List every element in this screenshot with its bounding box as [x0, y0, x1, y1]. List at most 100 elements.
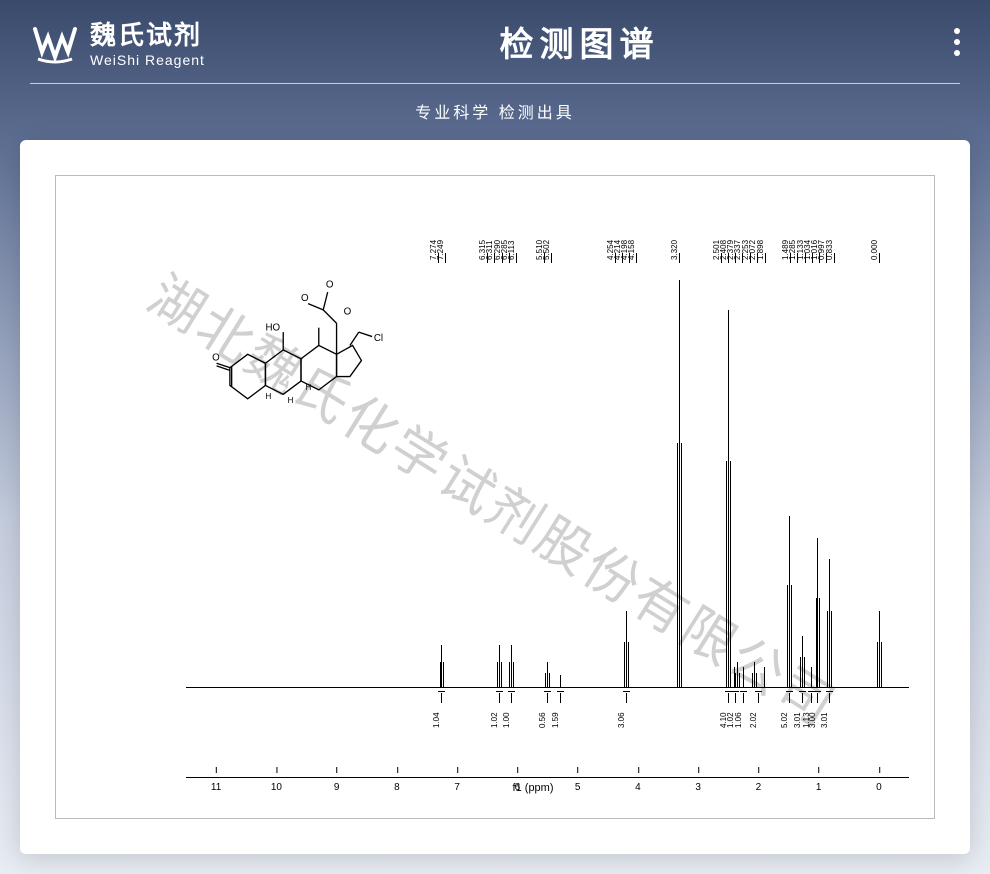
nmr-peak [440, 662, 441, 688]
integral-tick [802, 693, 803, 703]
peak-label-tick [765, 253, 766, 263]
x-axis-label: f1 (ppm) [513, 782, 554, 794]
logo-text-en: WeiShi Reagent [90, 52, 205, 68]
integral-label: 3.01 [820, 712, 829, 728]
integral-tick [735, 693, 736, 703]
integral-tick [811, 693, 812, 703]
integral-label: 5.02 [780, 712, 789, 728]
x-tick: 4 [635, 782, 641, 793]
x-tick: 1 [816, 782, 822, 793]
integral-label: 3.01 [793, 712, 802, 728]
integral-label: 3.06 [617, 712, 626, 728]
nmr-peak [791, 585, 792, 688]
nmr-peak [501, 662, 502, 688]
nmr-peak [497, 662, 498, 688]
peak-label: 0.833 [825, 240, 834, 260]
nmr-peak [513, 662, 514, 688]
nmr-peak [811, 667, 812, 689]
integral-tick [547, 693, 548, 703]
x-tick: 2 [756, 782, 762, 793]
peak-label: 1.898 [756, 240, 765, 260]
nmr-peak [681, 443, 682, 688]
peak-label: 3.320 [670, 240, 679, 260]
nmr-peak [509, 662, 510, 688]
x-tick: 10 [271, 782, 282, 793]
header-divider [30, 83, 960, 84]
x-tick: 5 [575, 782, 581, 793]
nmr-peak [624, 642, 625, 688]
nmr-peak [816, 598, 817, 688]
peak-label-tick [445, 253, 446, 263]
nmr-peak [787, 585, 788, 688]
integral-tick [817, 693, 818, 703]
page-title: 检测图谱 [205, 17, 954, 66]
nmr-peak [560, 675, 561, 688]
integral-tick [511, 693, 512, 703]
x-tick: 7 [454, 782, 460, 793]
integral-label: 2.02 [749, 712, 758, 728]
integral-tick [626, 693, 627, 703]
nmr-peak [628, 642, 629, 688]
nmr-plot: 7.2747.2496.3156.3116.2906.2856.1135.510… [186, 196, 909, 758]
nmr-peak [730, 461, 731, 688]
integral-tick [499, 693, 500, 703]
logo-text-cn: 魏氏试剂 [90, 15, 205, 52]
integral-tick [758, 693, 759, 703]
x-tick: 0 [876, 782, 882, 793]
x-tick: 3 [695, 782, 701, 793]
integral-label: 1.06 [734, 712, 743, 728]
nmr-peak [752, 673, 753, 688]
x-tick: 11 [211, 782, 221, 793]
nmr-peak [764, 667, 765, 689]
nmr-peak [831, 611, 832, 688]
nmr-peak [739, 673, 740, 688]
x-axis [186, 777, 909, 778]
nmr-peak [545, 673, 546, 688]
nmr-peak [677, 443, 678, 688]
peak-label: 7.249 [436, 240, 445, 260]
peak-label: 0.000 [870, 240, 879, 260]
logo-icon [30, 17, 80, 67]
integral-tick [728, 693, 729, 703]
integral-label: 3.00 [808, 712, 817, 728]
peak-label-tick [879, 253, 880, 263]
peak-label-tick [679, 253, 680, 263]
logo: 魏氏试剂 WeiShi Reagent [30, 15, 205, 68]
peak-label: 6.113 [507, 241, 516, 260]
integral-tick [560, 693, 561, 703]
nmr-peak [819, 598, 820, 688]
spectrum-panel: 湖北魏氏化学试剂股份有限公司 [20, 140, 970, 854]
subtitle: 专业科学 检测出具 [0, 99, 990, 123]
integral-label: 0.56 [538, 712, 547, 728]
nmr-peak [877, 642, 878, 688]
peak-label: 4.158 [627, 240, 636, 260]
x-tick: 9 [334, 782, 340, 793]
nmr-peak [804, 657, 805, 688]
nmr-peak [743, 667, 744, 689]
nmr-peak [756, 673, 757, 688]
integral-tick [441, 693, 442, 703]
peak-label-tick [516, 253, 517, 263]
integral-label: 1.04 [432, 712, 441, 728]
integral-tick [789, 693, 790, 703]
nmr-peak [549, 673, 550, 688]
nmr-peak [881, 642, 882, 688]
header: 魏氏试剂 WeiShi Reagent 检测图谱 [0, 0, 990, 78]
nmr-peak [735, 673, 736, 688]
spectrum-frame: 湖北魏氏化学试剂股份有限公司 [55, 175, 935, 819]
peak-label: 5.502 [542, 240, 551, 260]
nmr-peak [726, 461, 727, 688]
integral-label: 1.59 [551, 712, 560, 728]
integral-tick [829, 693, 830, 703]
integral-label: 1.00 [502, 712, 511, 728]
x-tick: 8 [394, 782, 400, 793]
nmr-peak [827, 611, 828, 688]
peak-label-tick [636, 253, 637, 263]
integral-tick [743, 693, 744, 703]
peak-label-tick [834, 253, 835, 263]
nmr-peak [800, 657, 801, 688]
more-menu-icon[interactable] [954, 28, 960, 56]
nmr-peak [443, 662, 444, 688]
peak-label-tick [551, 253, 552, 263]
integral-label: 1.02 [490, 712, 499, 728]
